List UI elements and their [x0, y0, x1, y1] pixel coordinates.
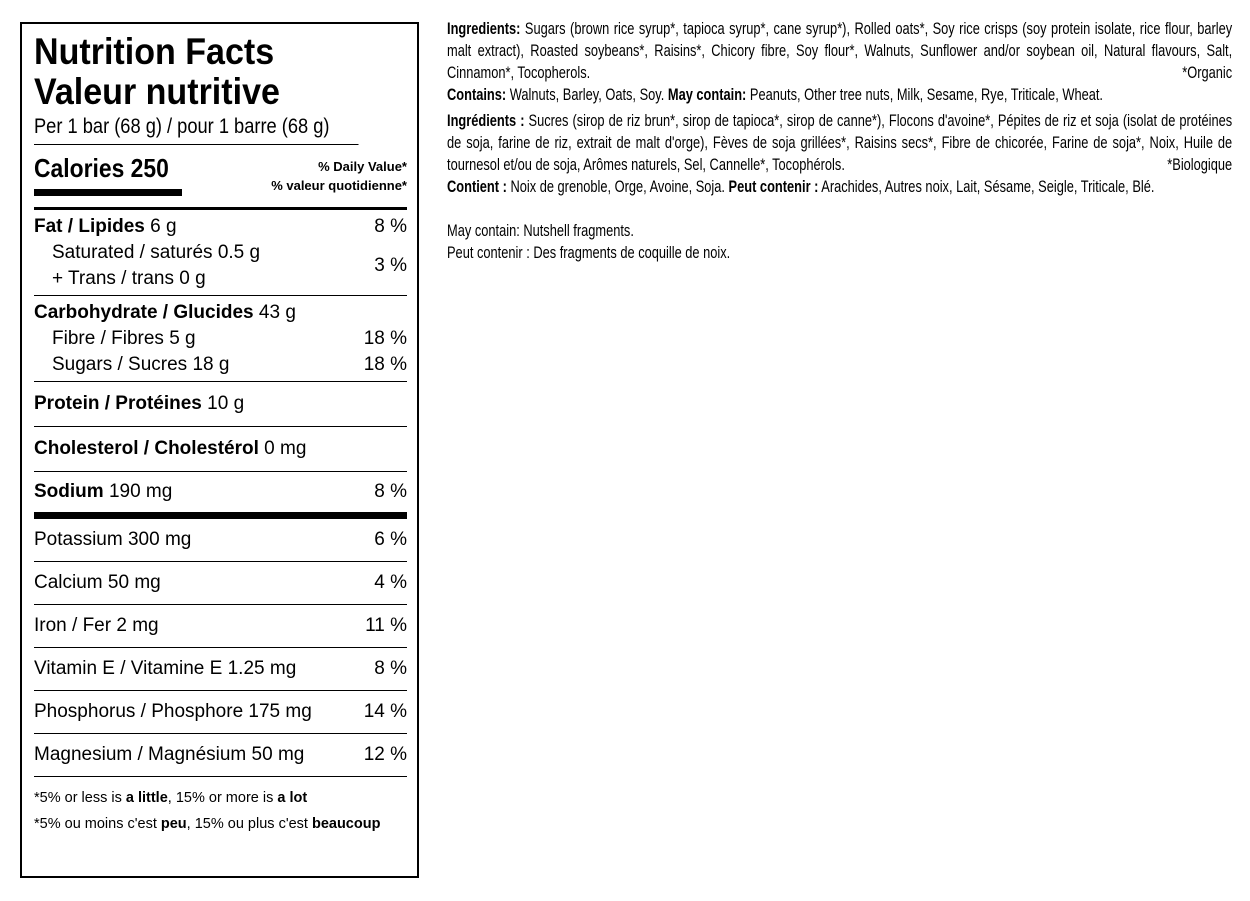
fat-dv: 8 %: [374, 216, 407, 237]
sodium-label: Sodium: [34, 481, 104, 502]
ingredients-fr: Ingrédients : Sucres (sirop de riz brun*…: [447, 111, 1233, 174]
footnote-fr: *5% ou moins c'est peu, 15% ou plus c'es…: [34, 816, 381, 832]
mineral-name: Phosphorus / Phosphore 175 mg: [34, 701, 312, 722]
daily-value-header: % Daily Value* % valeur quotidienne*: [271, 157, 407, 195]
mineral-name: Potassium 300 mg: [34, 529, 192, 550]
sodium-dv: 8 %: [374, 481, 407, 502]
footnote: *5% or less is a little, 15% or more is …: [34, 785, 407, 837]
cholesterol-amount: 0 mg: [264, 438, 307, 459]
mineral-row: Potassium 300 mg 6 %: [34, 519, 407, 562]
footnote-en: *5% or less is a little, 15% or more is …: [34, 790, 308, 806]
mineral-row: Phosphorus / Phosphore 175 mg 14 %: [34, 691, 407, 734]
fat-amount: 6 g: [150, 216, 177, 237]
fibre-dv: 18 %: [363, 328, 407, 349]
title-fr: Valeur nutritive: [34, 71, 280, 112]
calories-row: Calories 250 % Daily Value* % valeur quot…: [34, 145, 407, 210]
sugars: Sugars / Sucres 18 g: [52, 354, 230, 375]
mineral-dv: 6 %: [374, 529, 407, 550]
mineral-row: Iron / Fer 2 mg 11 %: [34, 605, 407, 648]
carb-group: Carbohydrate / Glucides 43 g Fibre / Fib…: [34, 296, 407, 382]
dv-fr: % valeur quotidienne*: [271, 178, 407, 193]
protein-label: Protein / Protéines: [34, 393, 202, 414]
calories: Calories 250: [34, 153, 169, 183]
mineral-name: Calcium 50 mg: [34, 572, 161, 593]
saturated: Saturated / saturés 0.5 g: [52, 242, 261, 263]
fat-group: Fat / Lipides 6 g 8 % Saturated / saturés…: [34, 210, 407, 296]
carb-amount: 43 g: [258, 302, 296, 323]
mineral-dv: 8 %: [374, 658, 407, 679]
mineral-name: Vitamin E / Vitamine E 1.25 mg: [34, 658, 297, 679]
mineral-dv: 11 %: [365, 615, 407, 636]
organic-note: *Organic: [1182, 63, 1233, 82]
nutshell-en: May contain: Nutshell fragments.: [447, 221, 634, 240]
sodium-amount: 190 mg: [108, 481, 173, 502]
cholesterol-label: Cholesterol / Cholestérol: [34, 438, 259, 459]
mineral-dv: 4 %: [374, 572, 407, 593]
mineral-dv: 14 %: [363, 701, 407, 722]
fat-label: Fat / Lipides: [34, 216, 145, 237]
mineral-name: Magnesium / Magnésium 50 mg: [34, 744, 305, 765]
biologique-note: *Biologique: [1167, 155, 1233, 174]
contains-en: Contains: Walnuts, Barley, Oats, Soy. Ma…: [447, 85, 1103, 104]
ingredients-panel: Ingredients: Sugars (brown rice syrup*, …: [447, 18, 1232, 264]
nutrition-facts-table: Nutrition Facts Valeur nutritive Per 1 b…: [20, 22, 419, 878]
trans: + Trans / trans 0 g: [52, 268, 206, 289]
sodium-row: Sodium 190 mg 8 %: [34, 472, 407, 519]
mineral-row: Calcium 50 mg 4 %: [34, 562, 407, 605]
cholesterol-row: Cholesterol / Cholestérol 0 mg: [34, 427, 407, 472]
sat-trans-dv: 3 %: [374, 255, 407, 276]
ingredients-en: Ingredients: Sugars (brown rice syrup*, …: [447, 19, 1233, 82]
protein-amount: 10 g: [207, 393, 245, 414]
mineral-row: Vitamin E / Vitamine E 1.25 mg 8 %: [34, 648, 407, 691]
title-en: Nutrition Facts: [34, 31, 275, 72]
calories-underline: [34, 189, 182, 196]
mineral-row: Magnesium / Magnésium 50 mg 12 %: [34, 734, 407, 777]
nutshell-fr: Peut contenir : Des fragments de coquill…: [447, 243, 731, 262]
dv-en: % Daily Value*: [318, 159, 407, 174]
mineral-name: Iron / Fer 2 mg: [34, 615, 159, 636]
serving-size: Per 1 bar (68 g) / pour 1 barre (68 g): [34, 114, 359, 145]
carb-label: Carbohydrate / Glucides: [34, 302, 254, 323]
fibre: Fibre / Fibres 5 g: [52, 328, 196, 349]
protein-row: Protein / Protéines 10 g: [34, 382, 407, 427]
mineral-dv: 12 %: [363, 744, 407, 765]
sugars-dv: 18 %: [363, 354, 407, 375]
contains-fr: Contient : Noix de grenoble, Orge, Avoin…: [447, 177, 1155, 196]
